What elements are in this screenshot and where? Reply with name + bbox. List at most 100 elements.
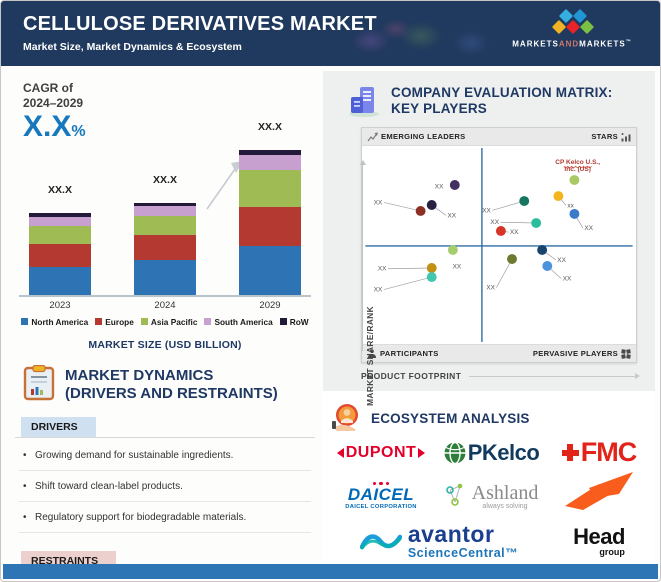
bar-segment: [29, 217, 91, 226]
bar-2029: XX.X: [239, 121, 301, 295]
page-subtitle: Market Size, Market Dynamics & Ecosystem: [23, 41, 242, 53]
cagr-label-line2: 2024–2029: [23, 96, 84, 110]
svg-text:XX: XX: [374, 200, 383, 207]
left-column: CAGR of 2024–2029 X.X% XX.X XX.X XX.X 2023…: [9, 71, 321, 581]
legend-swatch: [95, 318, 103, 325]
diamond-yellow-icon: [551, 19, 567, 35]
ashland-wordmark: Ashland: [471, 481, 539, 504]
head-swoosh-cell: [563, 472, 635, 519]
market-dynamics-title-line1: MARKET DYNAMICS: [65, 366, 214, 384]
header-decorative-image: [331, 1, 531, 66]
diamond-red-icon: [565, 19, 581, 35]
daicel-dots-icon: [345, 481, 417, 486]
cagr-number: X.X: [23, 110, 72, 143]
quadrant-bottom-left-label: PARTICIPANTS: [380, 349, 439, 359]
bar-segment: [239, 246, 301, 295]
pinwheel-icon: [621, 349, 631, 359]
evaluation-matrix-title-line1: COMPANY EVALUATION MATRIX:: [391, 85, 613, 100]
daicel-logo: DAICEL DAICEL CORPORATION: [345, 481, 417, 511]
daicel-subtitle: DAICEL CORPORATION: [345, 504, 417, 511]
bar-category-label: 2023: [49, 299, 71, 311]
quadrant-bottom-left: PARTICIPANTS: [367, 349, 439, 359]
market-dynamics-heading: MARKET DYNAMICS (DRIVERS AND RESTRAINTS): [23, 364, 315, 403]
ecosystem-logo-grid: DUPONT PKelco FMC: [329, 437, 649, 560]
cpkelco-globe-icon: [444, 441, 466, 465]
head-subtitle: group: [599, 547, 625, 558]
svg-text:XX: XX: [453, 264, 462, 271]
ecosystem-title: ECOSYSTEM ANALYSIS: [371, 410, 530, 426]
brand-right: MARKETS: [579, 39, 626, 49]
bar-category-label: 2029: [259, 299, 281, 311]
legend-swatch: [279, 318, 287, 325]
quadrant-bottom-right-label: PERVASIVE PLAYERS: [532, 349, 618, 359]
driver-item: Regulatory support for biodegradable mat…: [19, 502, 311, 533]
svg-text:CP Kelco U.S.,: CP Kelco U.S.,: [555, 159, 600, 166]
avantor-subtitle: ScienceCentral™: [407, 546, 519, 561]
bar-segment: [239, 149, 301, 155]
bar-total-label: XX.X: [153, 174, 177, 187]
cagr-percent-sign: %: [71, 123, 86, 140]
brand-left: MARKETS: [512, 39, 559, 49]
bar-segment: [239, 206, 301, 247]
avantor-wave-icon: [359, 534, 402, 550]
market-dynamics-title-line2: (DRIVERS AND RESTRAINTS): [65, 384, 278, 402]
brand-wordmark: MARKETSANDMARKETS™: [512, 39, 632, 49]
bar-segment: [134, 260, 196, 295]
bar-2024: XX.X: [134, 174, 196, 295]
brand-tm: ™: [625, 39, 632, 45]
head-logo: Head group: [573, 526, 625, 557]
dupont-wordmark: DUPONT: [345, 443, 417, 461]
ashland-molecule-icon: [445, 483, 462, 506]
y-axis-label: MARKET SHARE/RANK: [365, 306, 375, 407]
y-axis-arrow: [359, 160, 366, 352]
bar-segment: [29, 225, 91, 244]
matrix-area: MARKET SHARE/RANK EMERGING LEADERS STAR: [359, 127, 645, 406]
bar-segment: [29, 213, 91, 218]
cpkelco-wordmark: PKelco: [467, 439, 540, 465]
drivers-chip-row: DRIVERS: [15, 416, 315, 438]
matrix-top-strip: EMERGING LEADERS STARS: [362, 128, 636, 146]
svg-text:XX: XX: [563, 276, 572, 283]
svg-text:XX: XX: [482, 208, 491, 215]
dupont-left-triangle-icon: [336, 447, 344, 458]
legend-swatch: [204, 318, 212, 325]
diamond-green-icon: [579, 19, 595, 35]
quadrant-bottom-right: PERVASIVE PLAYERS: [533, 349, 631, 359]
head-wordmark: Head: [573, 524, 625, 550]
matrix-box: EMERGING LEADERS STARS XX XX: [361, 127, 637, 364]
avantor-logo: avantor ScienceCentral™: [359, 523, 519, 561]
chart-caption: MARKET SIZE (USD BILLION): [88, 338, 242, 351]
svg-text:XX: XX: [557, 257, 566, 264]
quadrant-top-right-label: STARS: [591, 132, 618, 142]
svg-text:XX: XX: [490, 220, 499, 227]
svg-text:XX: XX: [435, 184, 444, 191]
drivers-badge: DRIVERS: [21, 416, 96, 437]
svg-text:XX: XX: [486, 285, 495, 292]
dupont-logo: DUPONT: [336, 443, 426, 462]
bar-segment: [29, 266, 91, 295]
svg-text:xx: xx: [567, 203, 574, 210]
legend-item: South America: [204, 317, 273, 327]
svg-text:XX: XX: [378, 266, 387, 273]
bar-chart-legend: North America Europe Asia Pacific South Ame…: [11, 317, 319, 327]
matrix-bottom-strip: PARTICIPANTS PERVASIVE PLAYERS: [362, 345, 636, 363]
bar-segment: [134, 215, 196, 235]
marketsandmarkets-logo: MARKETSANDMARKETS™: [512, 8, 632, 49]
company-evaluation-panel: COMPANY EVALUATION MATRIX: KEY PLAYERS M…: [323, 71, 655, 406]
growth-chart-icon: [367, 132, 378, 142]
x-axis-line: [19, 294, 311, 297]
bar-category-label: 2024: [154, 299, 176, 311]
legend-swatch: [21, 318, 29, 325]
right-column: COMPANY EVALUATION MATRIX: KEY PLAYERS M…: [323, 71, 655, 561]
x-axis-arrow: [469, 373, 640, 380]
bar-segment: [239, 170, 301, 207]
head-swoosh-icon: [565, 472, 633, 511]
quadrant-top-left: EMERGING LEADERS: [367, 132, 466, 142]
quadrant-top-right: STARS: [591, 132, 631, 142]
cpkelco-logo: PKelco: [443, 440, 540, 466]
evaluation-matrix-heading: COMPANY EVALUATION MATRIX: KEY PLAYERS: [347, 85, 645, 118]
participant-icon: [368, 349, 376, 359]
cagr-label-line1: CAGR of: [23, 81, 73, 95]
bar-segment: [29, 243, 91, 267]
